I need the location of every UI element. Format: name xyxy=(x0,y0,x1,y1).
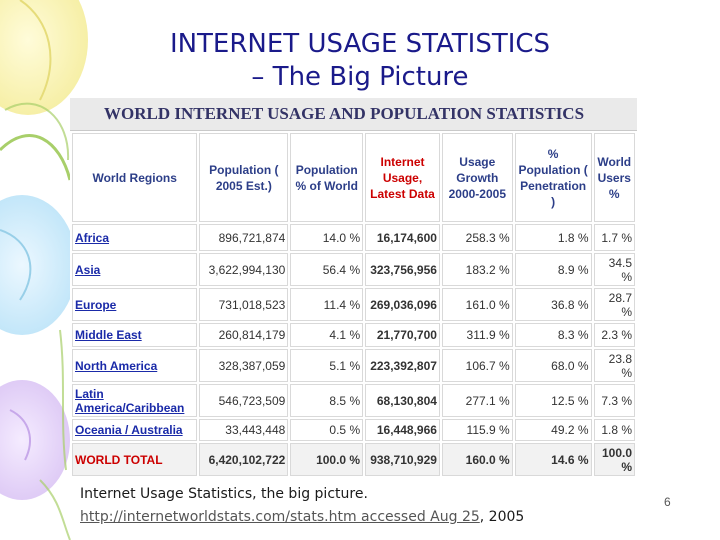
usage-growth-cell: 277.1 % xyxy=(441,384,513,417)
world-users-cell: 100.0 % xyxy=(593,443,635,476)
world-users-cell: 34.5 % xyxy=(593,253,635,286)
region-link-cell[interactable]: Asia xyxy=(72,253,198,286)
region-link-cell[interactable]: North America xyxy=(72,349,198,382)
table-row: Oceania / Australia 33,443,448 0.5 % 16,… xyxy=(72,419,635,441)
usage-growth-cell: 106.7 % xyxy=(441,349,513,382)
table-row: Africa 896,721,874 14.0 % 16,174,600 258… xyxy=(72,224,635,251)
stats-table: World Regions Population ( 2005 Est.) Po… xyxy=(70,131,637,478)
penetration-cell: 8.3 % xyxy=(514,323,592,347)
usage-growth-cell: 258.3 % xyxy=(441,224,513,251)
region-link[interactable]: Latin America/Caribbean xyxy=(75,386,185,415)
page-number: 6 xyxy=(664,495,671,509)
region-link[interactable]: Europe xyxy=(75,297,117,312)
world-users-cell: 7.3 % xyxy=(593,384,635,417)
table-row: North America 328,387,059 5.1 % 223,392,… xyxy=(72,349,635,382)
region-link-cell[interactable]: Africa xyxy=(72,224,198,251)
table-header-row: World Regions Population ( 2005 Est.) Po… xyxy=(72,133,635,222)
region-link-cell[interactable]: Latin America/Caribbean xyxy=(72,384,198,417)
header-world-regions: World Regions xyxy=(72,133,198,222)
population-cell: 33,443,448 xyxy=(199,419,289,441)
usage-growth-cell: 183.2 % xyxy=(441,253,513,286)
internet-usage-cell: 21,770,700 xyxy=(365,323,440,347)
internet-usage-cell: 223,392,807 xyxy=(365,349,440,382)
usage-growth-cell: 311.9 % xyxy=(441,323,513,347)
internet-usage-cell: 938,710,929 xyxy=(365,443,440,476)
header-population: Population ( 2005 Est.) xyxy=(199,133,289,222)
table-row: Europe 731,018,523 11.4 % 269,036,096 16… xyxy=(72,288,635,321)
internet-usage-cell: 68,130,804 xyxy=(365,384,440,417)
population-pct-cell: 11.4 % xyxy=(290,288,364,321)
header-penetration: % Population ( Penetration ) xyxy=(514,133,592,222)
region-link[interactable]: Asia xyxy=(75,262,101,277)
usage-growth-cell: 115.9 % xyxy=(441,419,513,441)
penetration-cell: 49.2 % xyxy=(514,419,592,441)
penetration-cell: 1.8 % xyxy=(514,224,592,251)
header-world-users: World Users % xyxy=(593,133,635,222)
usage-growth-cell: 161.0 % xyxy=(441,288,513,321)
region-link[interactable]: North America xyxy=(75,358,158,373)
population-pct-cell: 5.1 % xyxy=(290,349,364,382)
source-caption: Internet Usage Statistics, the big pictu… xyxy=(80,483,650,529)
region-link-cell[interactable]: Oceania / Australia xyxy=(72,419,198,441)
region-total-cell: WORLD TOTAL xyxy=(72,443,198,476)
population-pct-cell: 56.4 % xyxy=(290,253,364,286)
world-users-cell: 23.8 % xyxy=(593,349,635,382)
region-link-cell[interactable]: Middle East xyxy=(72,323,198,347)
stats-table-container: WORLD INTERNET USAGE AND POPULATION STAT… xyxy=(70,98,637,476)
table-row: Asia 3,622,994,130 56.4 % 323,756,956 18… xyxy=(72,253,635,286)
table-row: Middle East 260,814,179 4.1 % 21,770,700… xyxy=(72,323,635,347)
region-total-label: WORLD TOTAL xyxy=(75,452,163,467)
slide-title: INTERNET USAGE STATISTICS – The Big Pict… xyxy=(60,28,660,94)
world-users-cell: 2.3 % xyxy=(593,323,635,347)
population-pct-cell: 4.1 % xyxy=(290,323,364,347)
table-row-total: WORLD TOTAL 6,420,102,722 100.0 % 938,71… xyxy=(72,443,635,476)
header-population-pct: Population % of World xyxy=(290,133,364,222)
penetration-cell: 36.8 % xyxy=(514,288,592,321)
population-pct-cell: 8.5 % xyxy=(290,384,364,417)
population-cell: 546,723,509 xyxy=(199,384,289,417)
penetration-cell: 12.5 % xyxy=(514,384,592,417)
internet-usage-cell: 269,036,096 xyxy=(365,288,440,321)
population-pct-cell: 14.0 % xyxy=(290,224,364,251)
world-users-cell: 1.8 % xyxy=(593,419,635,441)
caption-suffix: , 2005 xyxy=(479,509,525,525)
world-users-cell: 1.7 % xyxy=(593,224,635,251)
penetration-cell: 8.9 % xyxy=(514,253,592,286)
internet-usage-cell: 323,756,956 xyxy=(365,253,440,286)
population-cell: 6,420,102,722 xyxy=(199,443,289,476)
population-cell: 328,387,059 xyxy=(199,349,289,382)
region-link[interactable]: Middle East xyxy=(75,328,142,342)
region-link-cell[interactable]: Europe xyxy=(72,288,198,321)
population-pct-cell: 100.0 % xyxy=(290,443,364,476)
population-cell: 260,814,179 xyxy=(199,323,289,347)
title-line-2: – The Big Picture xyxy=(251,62,469,92)
internet-usage-cell: 16,448,966 xyxy=(365,419,440,441)
internet-usage-cell: 16,174,600 xyxy=(365,224,440,251)
source-link[interactable]: http://internetworldstats.com/stats.htm … xyxy=(80,509,480,525)
table-row: Latin America/Caribbean 546,723,509 8.5 … xyxy=(72,384,635,417)
header-usage-growth: Usage Growth 2000-2005 xyxy=(441,133,513,222)
penetration-cell: 68.0 % xyxy=(514,349,592,382)
population-cell: 3,622,994,130 xyxy=(199,253,289,286)
population-cell: 731,018,523 xyxy=(199,288,289,321)
region-link[interactable]: Oceania / Australia xyxy=(75,423,183,437)
world-users-cell: 28.7 % xyxy=(593,288,635,321)
title-line-1: INTERNET USAGE STATISTICS xyxy=(169,29,551,59)
region-link[interactable]: Africa xyxy=(75,230,110,245)
population-cell: 896,721,874 xyxy=(199,224,289,251)
usage-growth-cell: 160.0 % xyxy=(441,443,513,476)
header-internet-usage: Internet Usage, Latest Data xyxy=(365,133,440,222)
penetration-cell: 14.6 % xyxy=(514,443,592,476)
caption-text: Internet Usage Statistics, the big pictu… xyxy=(80,486,368,502)
population-pct-cell: 0.5 % xyxy=(290,419,364,441)
table-banner: WORLD INTERNET USAGE AND POPULATION STAT… xyxy=(70,98,637,131)
